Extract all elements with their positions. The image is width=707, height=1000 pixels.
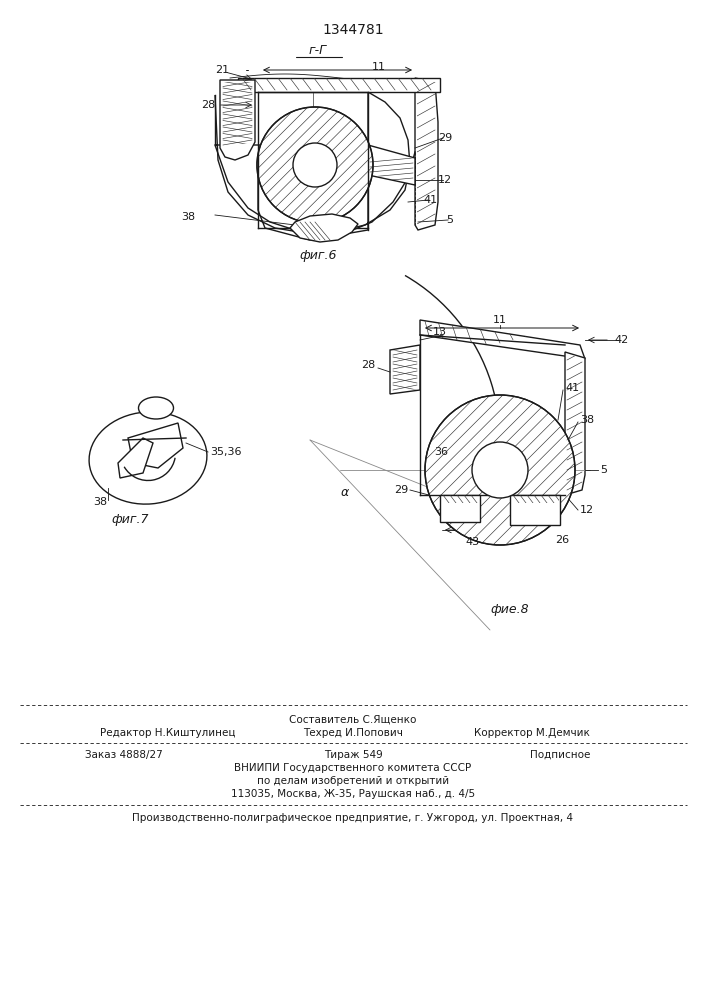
Circle shape	[257, 107, 373, 223]
Polygon shape	[415, 78, 438, 230]
Text: 38: 38	[580, 415, 594, 425]
Text: 5: 5	[447, 215, 453, 225]
Text: 28: 28	[361, 360, 375, 370]
Polygon shape	[118, 438, 153, 478]
Polygon shape	[420, 320, 585, 359]
Text: 28: 28	[201, 100, 215, 110]
Text: 42: 42	[615, 335, 629, 345]
Text: Заказ 4888/27: Заказ 4888/27	[85, 750, 163, 760]
Text: 1344781: 1344781	[322, 23, 384, 37]
Circle shape	[293, 143, 337, 187]
Text: по делам изобретений и открытий: по делам изобретений и открытий	[257, 776, 449, 786]
Polygon shape	[290, 214, 358, 242]
Text: г-Г: г-Г	[309, 43, 327, 56]
Text: 26: 26	[555, 535, 569, 545]
Polygon shape	[390, 345, 420, 394]
Polygon shape	[220, 80, 255, 160]
Circle shape	[472, 442, 528, 498]
Text: Производственно-полиграфическое предприятие, г. Ужгород, ул. Проектная, 4: Производственно-полиграфическое предприя…	[132, 813, 573, 823]
Text: α: α	[341, 486, 349, 498]
Text: 12: 12	[438, 175, 452, 185]
Polygon shape	[565, 352, 585, 495]
Text: 11: 11	[493, 315, 507, 325]
Text: 38: 38	[93, 497, 107, 507]
Ellipse shape	[89, 412, 207, 504]
Text: 5: 5	[600, 465, 607, 475]
Text: 29: 29	[394, 485, 408, 495]
Text: 41: 41	[565, 383, 579, 393]
Text: ВНИИПИ Государственного комитета СССР: ВНИИПИ Государственного комитета СССР	[235, 763, 472, 773]
Polygon shape	[510, 495, 560, 525]
Text: фие.8: фие.8	[491, 603, 530, 616]
Text: Редактор Н.Киштулинец: Редактор Н.Киштулинец	[100, 728, 235, 738]
Text: 36: 36	[434, 447, 448, 457]
Text: 113035, Москва, Ж-35, Раушская наб., д. 4/5: 113035, Москва, Ж-35, Раушская наб., д. …	[231, 789, 475, 799]
Text: 21: 21	[215, 65, 229, 75]
Text: Тираж 549: Тираж 549	[324, 750, 382, 760]
Text: Подписное: Подписное	[530, 750, 590, 760]
Polygon shape	[368, 145, 415, 185]
Text: 13: 13	[433, 327, 447, 337]
Polygon shape	[128, 423, 183, 468]
Text: 35,36: 35,36	[210, 447, 242, 457]
Text: 41: 41	[423, 195, 437, 205]
Text: Корректор М.Демчик: Корректор М.Демчик	[474, 728, 590, 738]
Text: 29: 29	[438, 133, 452, 143]
Text: Составитель С.Ященко: Составитель С.Ященко	[289, 715, 416, 725]
Text: фиг.6: фиг.6	[299, 248, 337, 261]
Text: Техред И.Попович: Техред И.Попович	[303, 728, 403, 738]
Text: 12: 12	[580, 505, 594, 515]
Text: 38: 38	[181, 212, 195, 222]
Text: 43: 43	[465, 537, 479, 547]
Text: 11: 11	[372, 62, 386, 72]
Polygon shape	[238, 78, 440, 92]
Ellipse shape	[139, 397, 173, 419]
Polygon shape	[440, 495, 480, 522]
Text: фиг.7: фиг.7	[111, 514, 148, 526]
Circle shape	[425, 395, 575, 545]
